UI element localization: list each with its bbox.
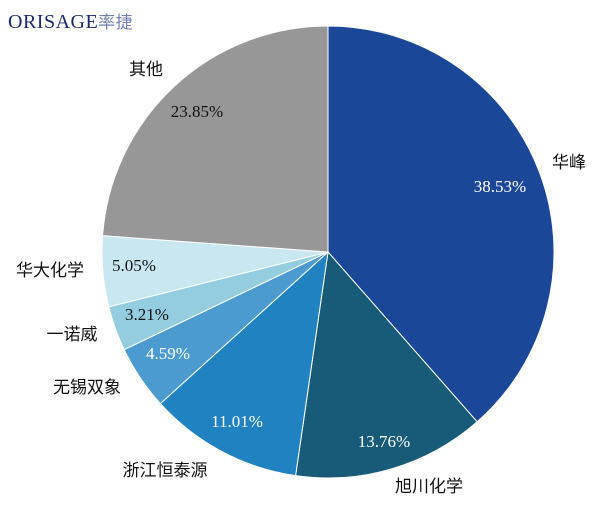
value-label-7: 23.85%: [171, 102, 223, 121]
brand-logo-text: ORISAGE: [8, 11, 99, 33]
category-label-3: 浙江恒泰源: [123, 461, 208, 481]
pie-slice-3: [159, 250, 329, 477]
value-label-6: 5.05%: [112, 256, 156, 275]
brand-logo-cn: 率捷: [98, 13, 134, 33]
category-label-1: 华峰: [552, 153, 586, 173]
value-label-2: 13.76%: [358, 432, 410, 451]
value-label-4: 4.59%: [146, 344, 190, 363]
pie-slice-1: [327, 25, 555, 423]
pie-slice-7: [102, 25, 329, 253]
category-label-5: 一诺威: [47, 325, 98, 345]
category-label-6: 华大化学: [16, 261, 84, 281]
category-label-7: 其他: [129, 60, 163, 80]
pie-slices: [101, 25, 555, 479]
pie-slice-2: [295, 250, 478, 479]
category-label-4: 无锡双象: [53, 378, 121, 398]
brand-logo: ORISAGE率捷: [8, 8, 133, 34]
value-label-3: 11.01%: [211, 412, 263, 431]
value-label-5: 3.21%: [125, 305, 169, 324]
value-label-1: 38.53%: [474, 177, 526, 196]
category-label-2: 旭川化学: [395, 477, 463, 497]
value-labels: 38.53% 13.76% 11.01% 4.59% 3.21% 5.05% 23.85%: [112, 102, 526, 451]
